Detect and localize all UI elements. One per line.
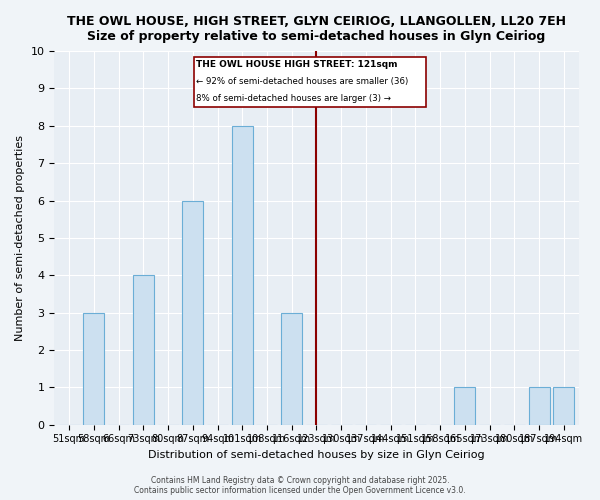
- Title: THE OWL HOUSE, HIGH STREET, GLYN CEIRIOG, LLANGOLLEN, LL20 7EH
Size of property : THE OWL HOUSE, HIGH STREET, GLYN CEIRIOG…: [67, 15, 566, 43]
- Bar: [529, 388, 550, 424]
- X-axis label: Distribution of semi-detached houses by size in Glyn Ceiriog: Distribution of semi-detached houses by …: [148, 450, 485, 460]
- Text: 8% of semi-detached houses are larger (3) →: 8% of semi-detached houses are larger (3…: [196, 94, 391, 103]
- Bar: [232, 126, 253, 424]
- Bar: [553, 388, 574, 424]
- Bar: [281, 312, 302, 424]
- Text: ← 92% of semi-detached houses are smaller (36): ← 92% of semi-detached houses are smalle…: [196, 78, 409, 86]
- Text: THE OWL HOUSE HIGH STREET: 121sqm: THE OWL HOUSE HIGH STREET: 121sqm: [196, 60, 398, 68]
- FancyBboxPatch shape: [194, 56, 427, 107]
- Text: Contains HM Land Registry data © Crown copyright and database right 2025.
Contai: Contains HM Land Registry data © Crown c…: [134, 476, 466, 495]
- Bar: [133, 276, 154, 424]
- Y-axis label: Number of semi-detached properties: Number of semi-detached properties: [15, 135, 25, 341]
- Bar: [454, 388, 475, 424]
- Bar: [83, 312, 104, 424]
- Bar: [182, 200, 203, 424]
